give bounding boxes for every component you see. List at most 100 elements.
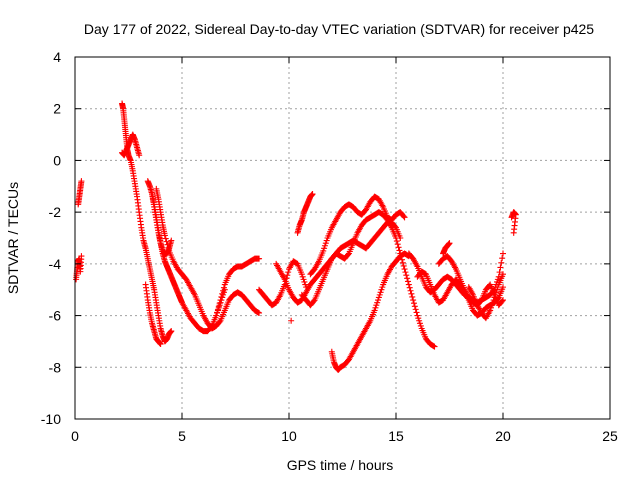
y-tick-label: -2 [49, 204, 62, 220]
data-point [493, 289, 500, 296]
data-point [411, 303, 418, 310]
data-point [299, 273, 306, 280]
x-tick-label: 20 [495, 428, 511, 444]
data-point [500, 250, 506, 257]
data-point [288, 317, 295, 324]
data-point [498, 259, 505, 266]
data-point [415, 315, 422, 322]
data-point [396, 247, 403, 254]
data-point [214, 306, 221, 313]
data-point [320, 247, 327, 254]
y-tick-label: 0 [53, 152, 61, 168]
series-seg1 [73, 253, 85, 283]
data-point [394, 241, 401, 248]
series-seg10 [256, 258, 310, 309]
data-point [431, 343, 438, 350]
data-point [395, 244, 402, 251]
data-point [136, 152, 143, 159]
data-point [301, 278, 308, 285]
data-point [323, 237, 330, 244]
data-point [168, 328, 175, 335]
data-point [446, 240, 453, 247]
data-point [417, 322, 424, 329]
series-seg15 [273, 219, 404, 306]
series-seg12 [294, 191, 316, 236]
data-point [309, 191, 316, 198]
data-point [401, 266, 408, 273]
data-point [298, 271, 305, 278]
series-seg14 [307, 193, 408, 278]
data-point [164, 241, 171, 248]
data-point [490, 297, 497, 304]
x-tick-label: 15 [388, 428, 404, 444]
data-point [218, 293, 225, 300]
data-point [416, 320, 423, 327]
x-tick-label: 0 [71, 428, 79, 444]
y-tick-label: -4 [49, 256, 62, 272]
data-point [219, 290, 226, 297]
data-point [408, 290, 415, 297]
data-point [496, 269, 503, 276]
x-tick-label: 10 [281, 428, 297, 444]
data-point [300, 276, 307, 283]
data-point [406, 284, 413, 291]
data-point [400, 262, 407, 269]
x-axis-title: GPS time / hours [287, 457, 394, 473]
data-point [215, 303, 222, 310]
data-point [410, 300, 417, 307]
data-point [285, 269, 292, 276]
data-point [256, 309, 263, 316]
series-seg9 [213, 255, 263, 319]
data-point [374, 299, 381, 306]
data-point [321, 242, 328, 249]
data-point [256, 255, 263, 262]
data-point [407, 287, 414, 294]
data-point [399, 259, 406, 266]
x-tick-label: 5 [178, 428, 186, 444]
data-point [322, 240, 329, 247]
data-point [414, 312, 421, 319]
data-point [404, 275, 411, 282]
grid [75, 57, 610, 419]
data-point [494, 284, 501, 291]
data-point [220, 287, 227, 294]
data-point [217, 297, 224, 304]
data-point [310, 298, 317, 305]
data-point [402, 269, 409, 276]
y-tick-label: -10 [41, 411, 61, 427]
data-point [392, 223, 399, 230]
data-point [214, 309, 221, 316]
axes: 0 5 10 15 20 25 -10 -8 -6 -4 -2 0 2 4 [41, 49, 618, 444]
series-seg5 [142, 281, 164, 348]
data-point [401, 214, 408, 221]
data-point [321, 245, 328, 252]
data-point [216, 318, 223, 325]
data-point [213, 312, 220, 319]
data-point [499, 298, 506, 305]
y-axis-title: SDTVAR / TECUs [5, 182, 21, 294]
data-point [168, 237, 175, 244]
data-point [491, 294, 498, 301]
series-seg7 [149, 191, 175, 257]
y-tick-label: -6 [49, 308, 62, 324]
data-point [487, 307, 494, 314]
data-point [161, 232, 168, 239]
data-point [162, 235, 169, 242]
x-tick-label: 25 [602, 428, 618, 444]
y-tick-label: 2 [53, 101, 61, 117]
data-point [510, 229, 517, 236]
data-point [302, 281, 309, 288]
data-point [404, 278, 411, 285]
data-point [376, 291, 383, 298]
data-point [400, 213, 407, 220]
data-point [488, 302, 495, 309]
data-point [78, 178, 85, 185]
y-tick-label: -8 [49, 359, 62, 375]
data-point [412, 306, 419, 313]
data-point [377, 289, 384, 296]
data-point [163, 238, 170, 245]
data-point [393, 238, 400, 245]
data-point [494, 286, 501, 293]
data-point [375, 294, 382, 301]
